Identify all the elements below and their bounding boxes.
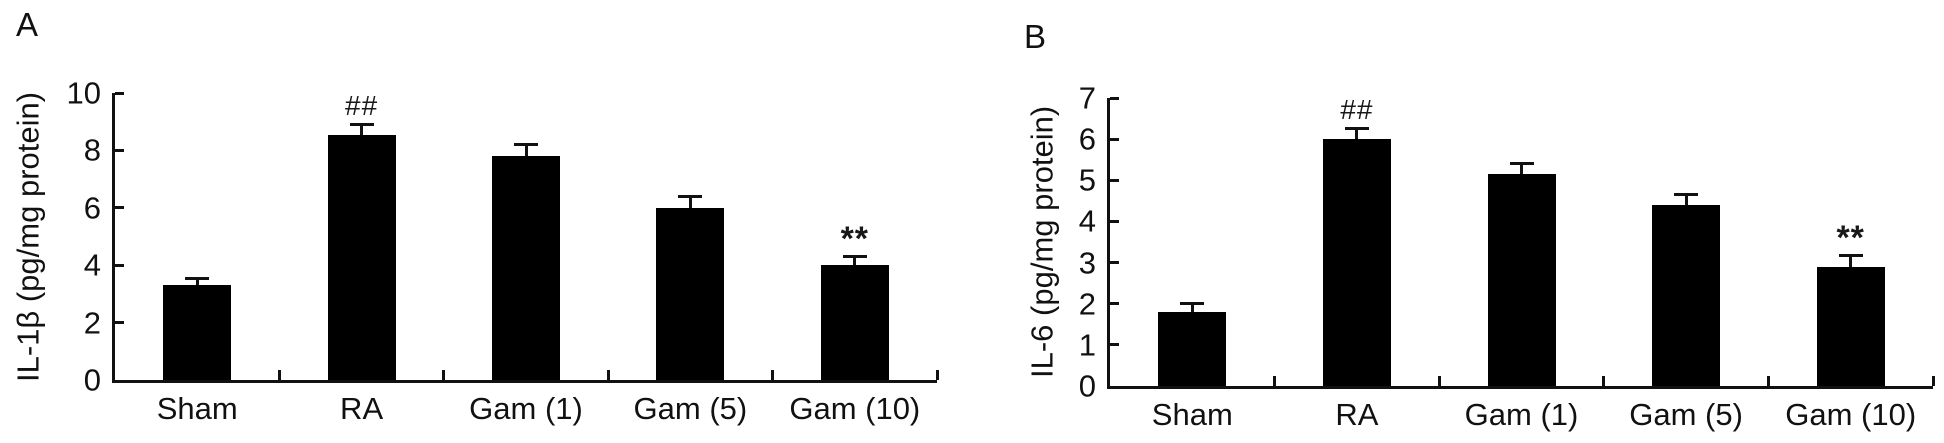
- bar-ra: [1322, 139, 1391, 386]
- bar-gam-5: [1652, 204, 1721, 386]
- x-axis-label-gam-10: Gam (10): [789, 391, 921, 426]
- panel-a-letter: A: [16, 6, 39, 43]
- bar-gam-10: [1816, 266, 1885, 386]
- y-axis-tick: [115, 148, 124, 152]
- error-bar-ra: [1355, 126, 1359, 140]
- y-axis-tick: [115, 263, 124, 267]
- error-bar-gam-5: [1684, 192, 1688, 205]
- y-axis-tick: [115, 91, 124, 95]
- panel-a-y-axis-title: IL-1β (pg/mg protein): [10, 91, 46, 382]
- y-axis-tick: [1110, 219, 1119, 223]
- error-bar-ra: [360, 123, 364, 135]
- error-bar-gam-5: [688, 194, 692, 208]
- x-axis-label-gam-5: Gam (5): [633, 391, 748, 426]
- panel-a: A IL-1β (pg/mg protein) 0 2 4 6 8 10 Sham RA Gam…: [0, 0, 960, 443]
- error-bar-sham: [195, 276, 199, 286]
- x-axis-label-sham: Sham: [1151, 397, 1233, 432]
- panel-a-plot-area: 0 2 4 6 8 10 Sham RA Gam (1) Gam (5) Gam (10) ## **: [67, 78, 939, 424]
- x-axis-tick: [1273, 376, 1277, 386]
- y-axis-tick-label: 3: [1078, 245, 1096, 281]
- error-bar-gam-10: [853, 255, 857, 266]
- x-axis-label-ra: RA: [340, 391, 384, 426]
- x-axis-tick: [442, 370, 446, 380]
- significance-marker-ra: ##: [345, 90, 379, 122]
- error-bar-cap-sham: [185, 276, 210, 280]
- bar-gam-1: [492, 156, 560, 380]
- bar-gam-5: [656, 207, 725, 380]
- error-bar-cap-gam-1: [1509, 161, 1534, 165]
- y-axis-tick: [115, 321, 124, 325]
- x-axis-tick: [1766, 376, 1770, 386]
- bar-sham: [163, 285, 232, 380]
- x-axis-tick: [1931, 376, 1935, 386]
- x-axis-tick: [771, 370, 775, 380]
- bar-gam-10: [820, 265, 889, 380]
- bar-gam-1: [1487, 174, 1556, 386]
- x-axis-label-sham: Sham: [156, 391, 238, 426]
- error-bar-cap-ra: [1344, 126, 1369, 130]
- y-axis-tick-label: 2: [1078, 286, 1096, 322]
- y-axis-tick: [1110, 261, 1119, 265]
- error-bar-sham: [1190, 301, 1194, 312]
- y-axis-tick-label: 6: [83, 190, 101, 226]
- y-axis-tick: [115, 206, 124, 210]
- error-bar-cap-gam-10: [842, 255, 867, 259]
- y-axis-tick-label: 0: [83, 362, 101, 398]
- bar-sham: [1158, 311, 1227, 386]
- y-axis-tick-label: 10: [66, 75, 101, 111]
- error-bar-cap-sham: [1180, 301, 1205, 305]
- x-axis-label-gam-1: Gam (1): [469, 391, 583, 426]
- x-axis-tick: [935, 370, 939, 380]
- significance-marker-gam-10: **: [840, 220, 870, 259]
- y-axis-tick-label: 6: [1078, 121, 1096, 157]
- error-bar-cap-gam-5: [678, 194, 703, 198]
- error-bar-gam-10: [1849, 254, 1853, 267]
- panel-b-y-axis-title: IL-6 (pg/mg protein): [1024, 105, 1060, 379]
- y-axis-tick-label: 5: [1078, 162, 1096, 198]
- error-bar-cap-gam-10: [1838, 254, 1863, 258]
- y-axis-tick-label: 8: [83, 132, 101, 168]
- y-axis-tick: [1110, 178, 1119, 182]
- panel-b: B IL-6 (pg/mg protein) 0 1 2 3 4 5 6 7 Sham RA Gam…: [960, 0, 1944, 443]
- y-axis-tick: [1110, 96, 1119, 100]
- x-axis-label-gam-1: Gam (1): [1464, 397, 1579, 432]
- significance-marker-ra: ##: [1340, 93, 1374, 125]
- y-axis-tick: [1110, 302, 1119, 306]
- x-axis-tick: [1437, 376, 1441, 386]
- error-bar-gam-1: [1520, 161, 1523, 175]
- bar-ra: [327, 134, 396, 380]
- y-axis-tick-label: 4: [1078, 203, 1096, 239]
- y-axis-tick-label: 4: [83, 247, 101, 283]
- error-bar-cap-gam-5: [1674, 192, 1699, 196]
- y-axis-tick-label: 7: [1078, 80, 1096, 116]
- panel-b-plot-area: 0 1 2 3 4 5 6 7 Sham RA Gam (1) Gam (5) Gam (10) ## **: [1079, 83, 1935, 430]
- y-axis-tick-label: 1: [1078, 327, 1096, 363]
- x-axis-label-gam-10: Gam (10): [1785, 397, 1917, 432]
- x-axis-tick: [277, 370, 281, 380]
- y-axis-tick-label: 2: [83, 305, 101, 341]
- x-axis-label-ra: RA: [1335, 397, 1379, 432]
- y-axis-tick: [1110, 137, 1119, 141]
- x-axis-tick: [1602, 376, 1606, 386]
- significance-marker-gam-10: **: [1836, 219, 1865, 258]
- x-axis-tick: [606, 370, 610, 380]
- x-axis-label-gam-5: Gam (5): [1629, 397, 1743, 432]
- error-bar-cap-ra: [349, 123, 374, 127]
- error-bar-gam-1: [524, 143, 528, 157]
- panel-b-letter: B: [1024, 18, 1047, 55]
- error-bar-cap-gam-1: [514, 143, 538, 147]
- y-axis-tick-label: 0: [1078, 368, 1096, 404]
- y-axis-tick: [1110, 343, 1119, 347]
